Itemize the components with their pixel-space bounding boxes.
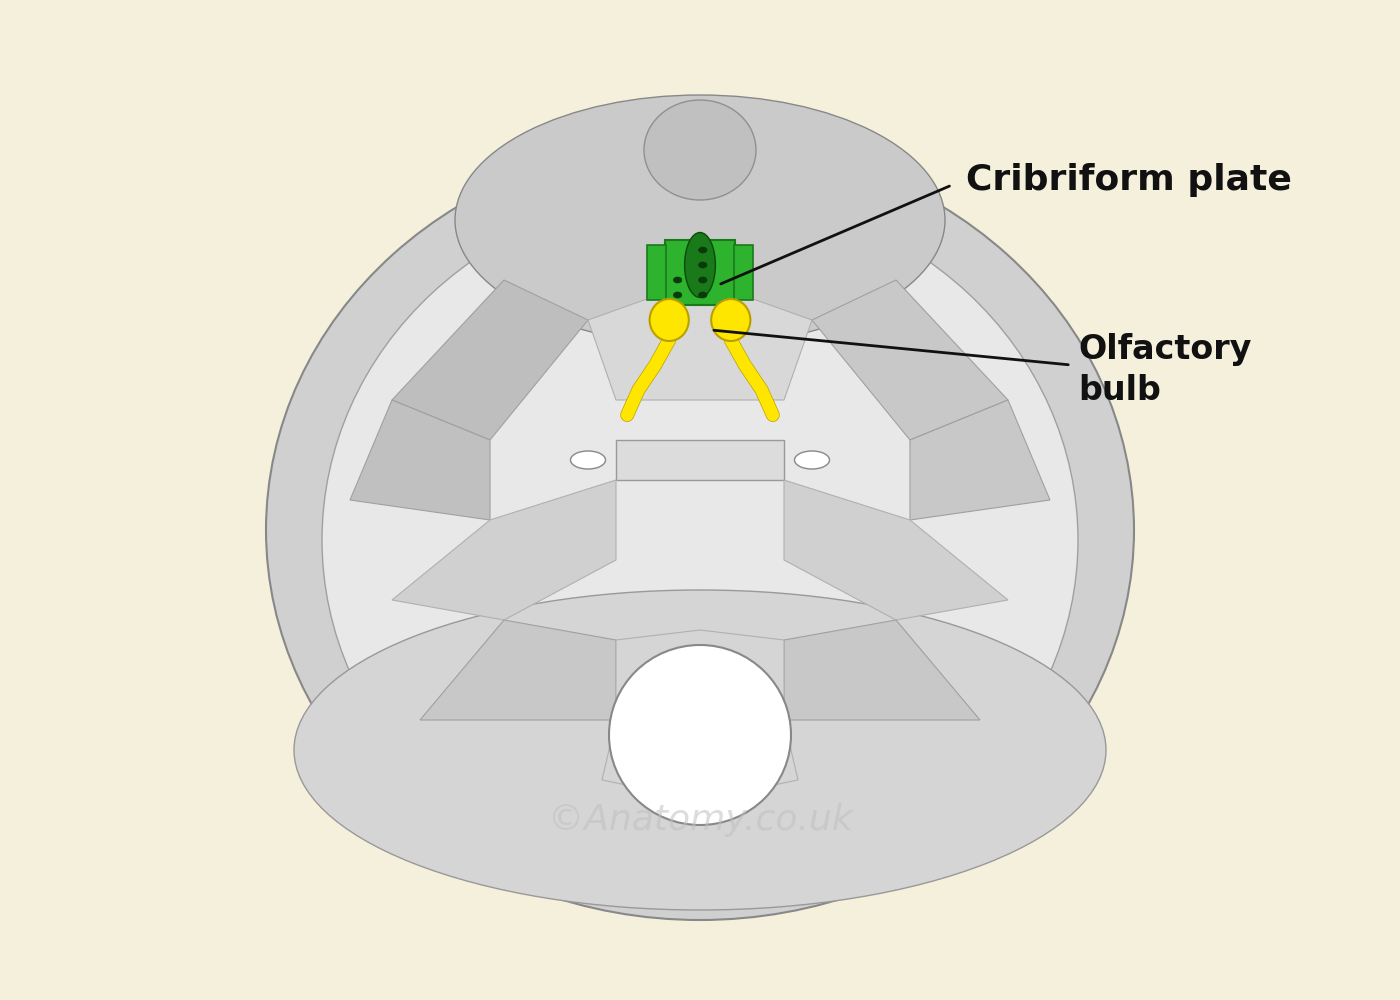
Polygon shape [392, 280, 588, 440]
Ellipse shape [673, 292, 682, 298]
Polygon shape [910, 400, 1050, 520]
Polygon shape [812, 280, 1008, 440]
Ellipse shape [685, 232, 715, 298]
Polygon shape [647, 245, 666, 300]
Polygon shape [588, 280, 812, 400]
Ellipse shape [711, 299, 750, 341]
Ellipse shape [609, 645, 791, 825]
Ellipse shape [644, 100, 756, 200]
Polygon shape [420, 620, 616, 720]
Ellipse shape [699, 277, 707, 283]
Ellipse shape [699, 262, 707, 268]
Polygon shape [602, 630, 798, 800]
Text: ©Anatomy.co.uk: ©Anatomy.co.uk [547, 803, 853, 837]
Ellipse shape [571, 451, 605, 469]
Ellipse shape [322, 190, 1078, 890]
Polygon shape [734, 245, 753, 300]
Text: Olfactory
bulb: Olfactory bulb [1078, 333, 1252, 407]
Ellipse shape [294, 590, 1106, 910]
Polygon shape [616, 440, 784, 480]
Ellipse shape [455, 95, 945, 345]
Polygon shape [350, 400, 490, 520]
Polygon shape [784, 620, 980, 720]
Text: Cribriform plate: Cribriform plate [966, 163, 1292, 197]
Ellipse shape [650, 299, 689, 341]
Polygon shape [784, 480, 1008, 620]
Polygon shape [665, 240, 735, 305]
Ellipse shape [795, 451, 829, 469]
Ellipse shape [673, 277, 682, 283]
Ellipse shape [699, 247, 707, 253]
Ellipse shape [699, 292, 707, 298]
Ellipse shape [266, 140, 1134, 920]
Polygon shape [392, 480, 616, 620]
